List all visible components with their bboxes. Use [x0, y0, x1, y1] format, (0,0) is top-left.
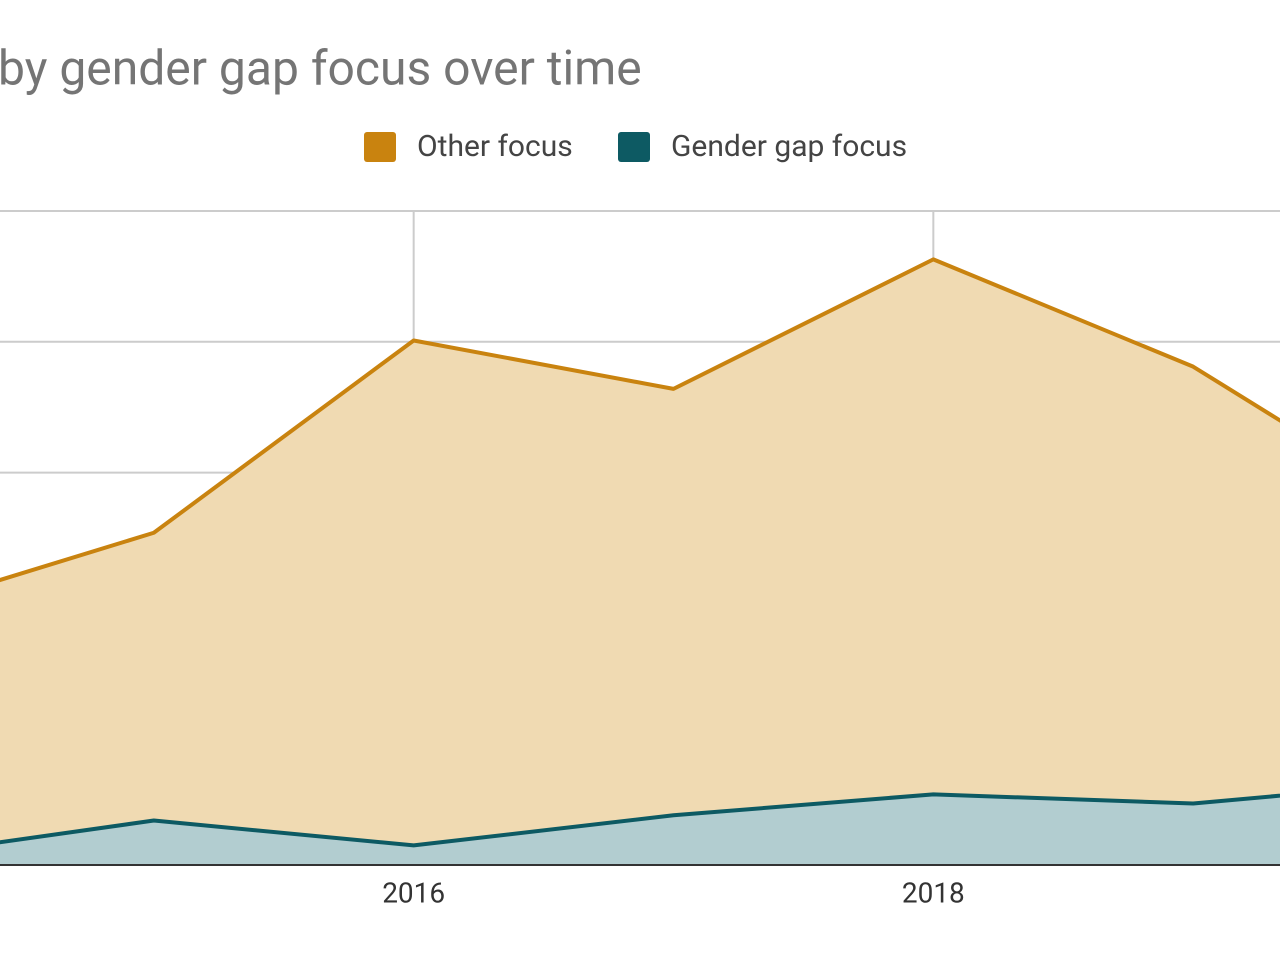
legend-swatch: [364, 132, 396, 162]
area-line: [0, 792, 1280, 848]
legend: Other focus Gender gap focus: [364, 129, 907, 164]
x-tick-label: 2018: [902, 876, 965, 909]
area-line: [0, 257, 1280, 583]
area: [0, 259, 1280, 846]
x-tick-label: 2016: [382, 876, 445, 909]
legend-label: Gender gap focus: [671, 129, 907, 164]
legend-label: Other focus: [417, 129, 573, 164]
areas: [0, 257, 1280, 866]
legend-swatch: [618, 132, 650, 162]
area: [0, 794, 1280, 865]
chart-title: by gender gap focus over time: [0, 40, 642, 97]
